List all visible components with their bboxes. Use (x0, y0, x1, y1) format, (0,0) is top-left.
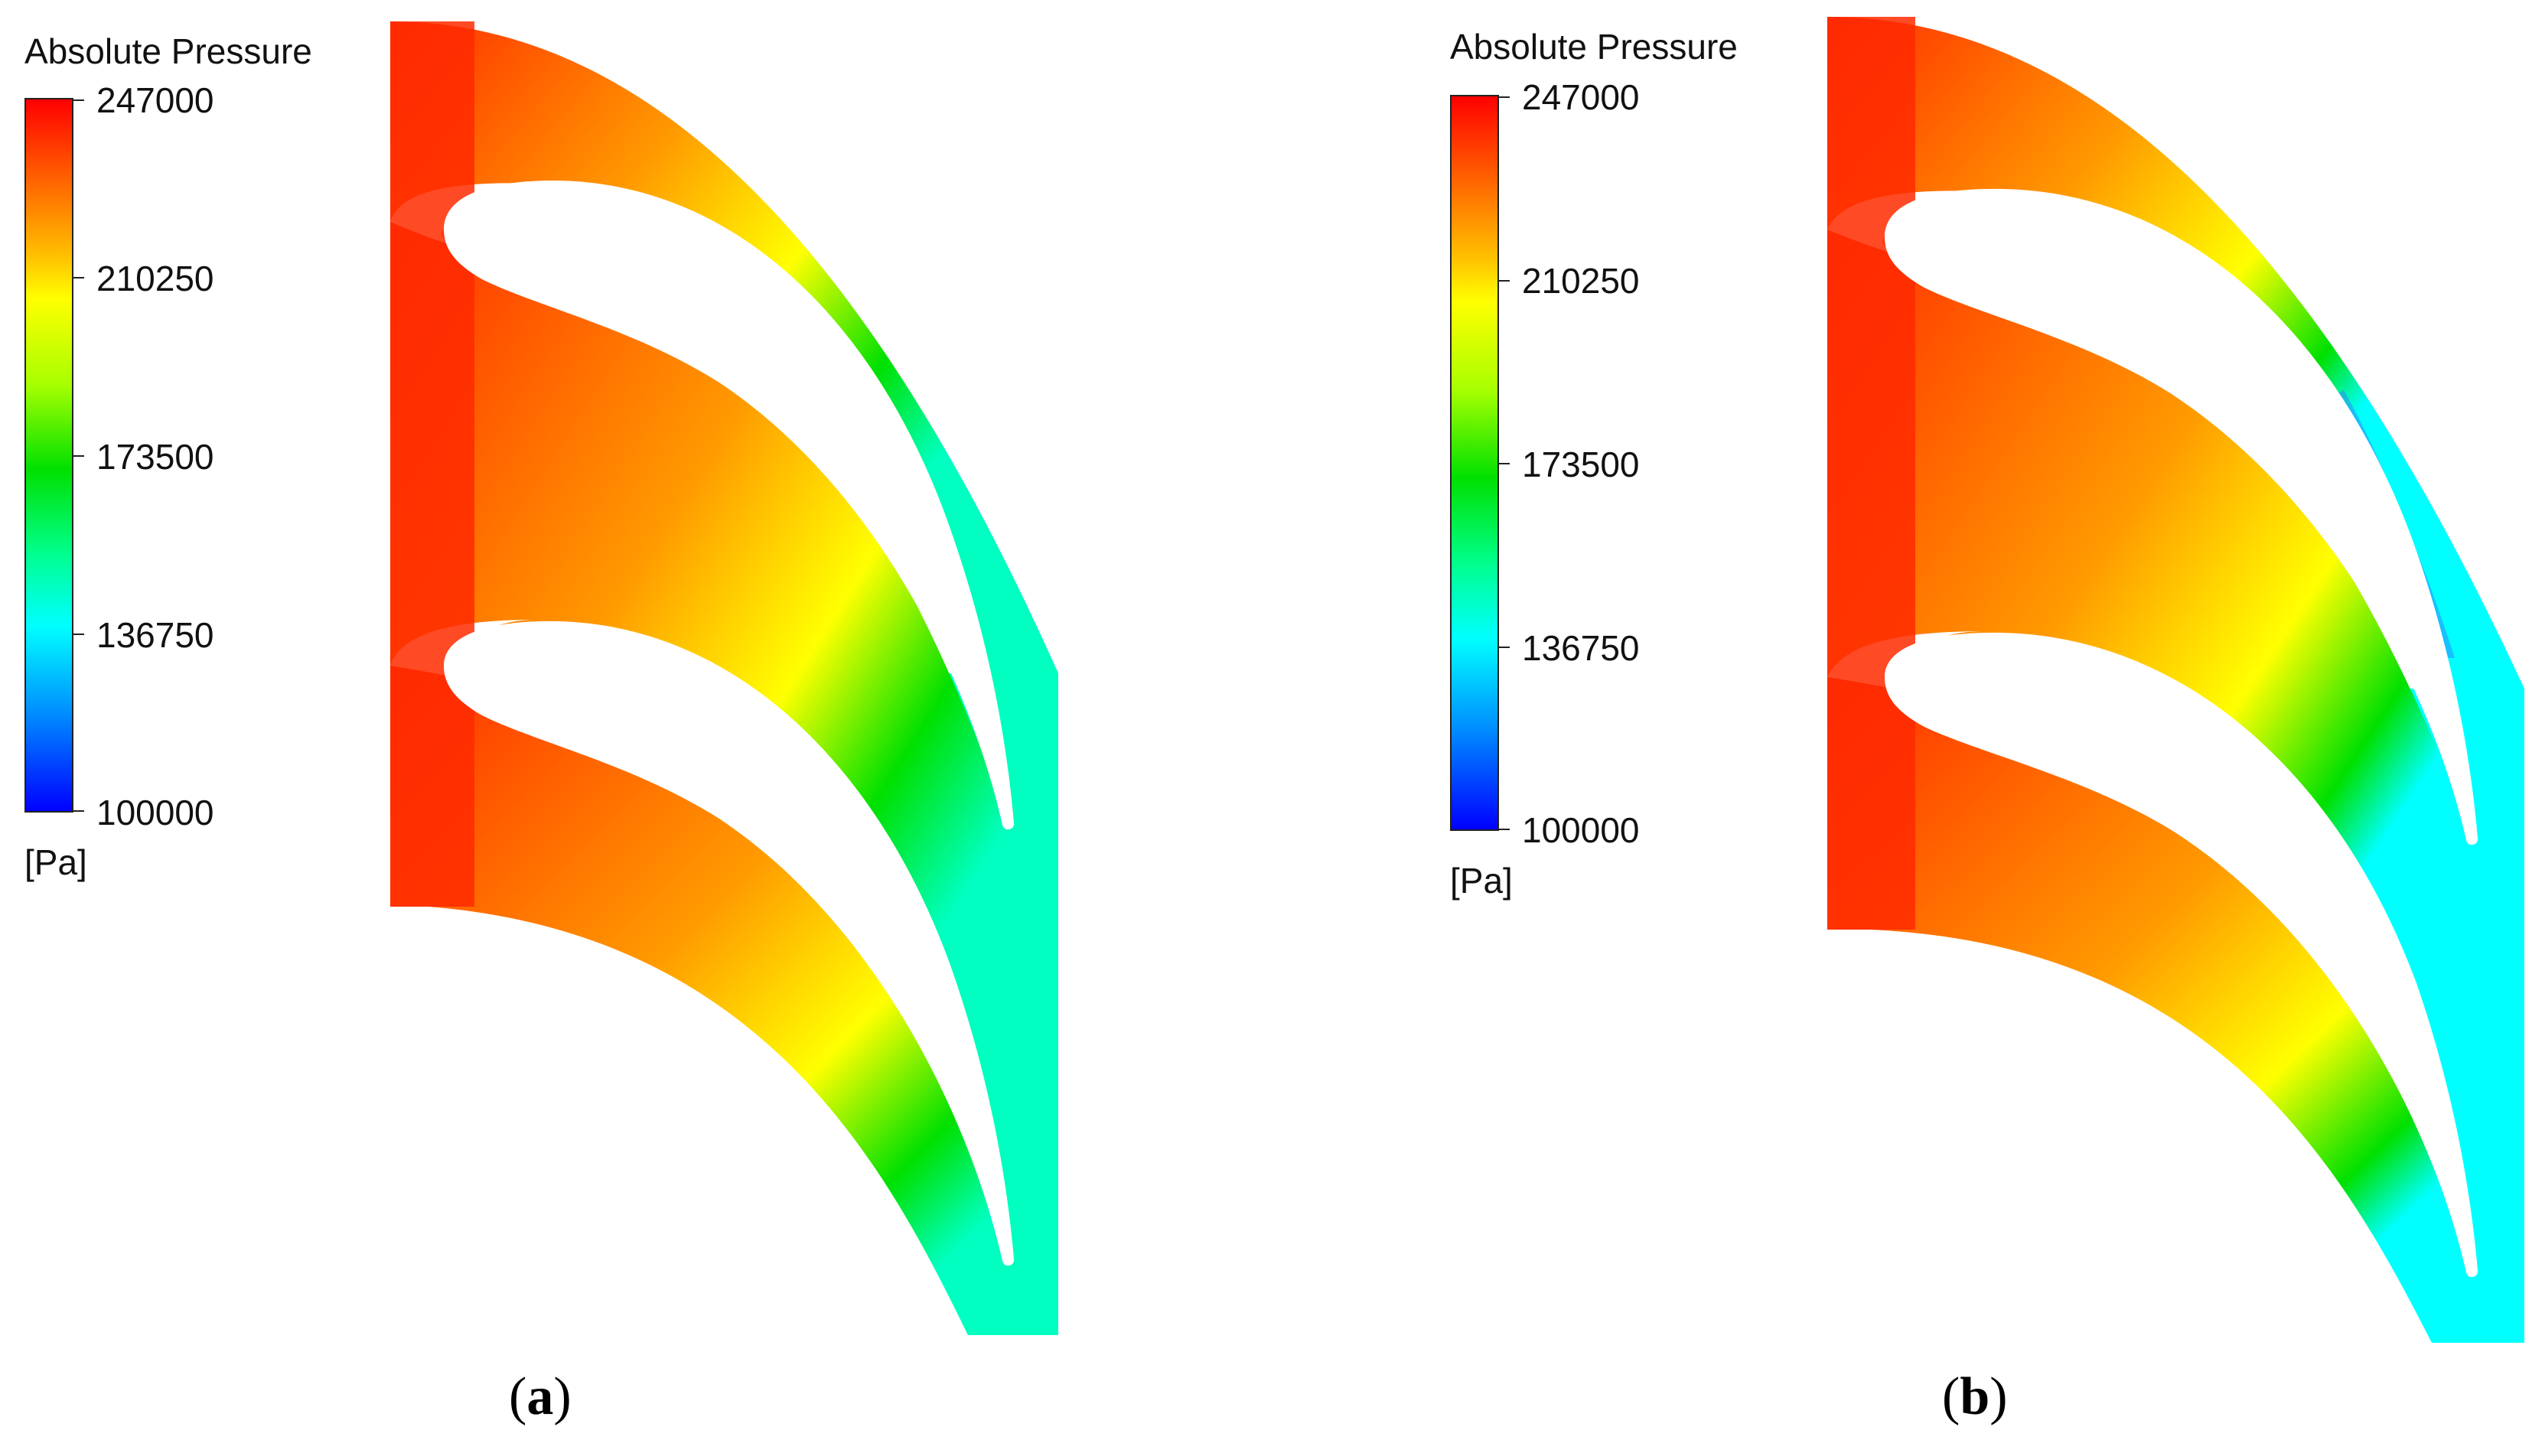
blade-upper (1885, 188, 2478, 845)
panel-b: Absolute Pressure 247000 210250 173500 1… (1272, 0, 2545, 1456)
colorbar-tick-label: 210250 (1522, 261, 1640, 301)
colorbar-tick-label: 247000 (1522, 77, 1640, 117)
caption-close: ) (1989, 1367, 2008, 1426)
colorbar (1450, 95, 1499, 831)
caption-a: (a) (509, 1366, 572, 1428)
caption-letter: a (526, 1367, 554, 1426)
colorbar-tickmark (1499, 647, 1510, 648)
legend-title: Absolute Pressure (1450, 27, 1738, 67)
legend-title: Absolute Pressure (24, 31, 312, 71)
panel-a: Absolute Pressure 247000 210250 173500 1… (0, 0, 1272, 1456)
caption-letter: b (1960, 1367, 1990, 1426)
colorbar-tickmark (73, 455, 84, 457)
bottom-passage (390, 666, 1058, 1335)
colorbar-tickmark (73, 634, 84, 635)
caption-close: ) (553, 1367, 572, 1426)
colorbar-tick-label: 247000 (96, 80, 214, 120)
colorbar-tick-label: 100000 (1522, 810, 1640, 850)
bottom-passage (1827, 677, 2524, 1343)
colorbar-tickmark (1499, 829, 1510, 830)
pressure-contour-field (390, 21, 1058, 1336)
outer-white (390, 907, 967, 1336)
colorbar-tick-label: 173500 (96, 437, 214, 477)
legend-unit: [Pa] (24, 842, 87, 882)
colorbar-tick-label: 136750 (96, 615, 214, 655)
colorbar-tickmark (73, 99, 84, 101)
colorbar-tickmark (73, 277, 84, 278)
colorbar-tickmark (73, 810, 84, 812)
blade-lower (444, 621, 1015, 1266)
colorbar-tickmark (1499, 280, 1510, 282)
blade-lower (1885, 632, 2478, 1278)
colorbar-tick-label: 136750 (1522, 628, 1640, 668)
pressure-contour-field (1827, 17, 2524, 1344)
colorbar-tick-label: 100000 (96, 793, 214, 832)
inlet-band (1827, 17, 1915, 930)
caption-b: (b) (1942, 1366, 2008, 1428)
colorbar-tickmark (1499, 463, 1510, 464)
colorbar-tick-label: 173500 (1522, 445, 1640, 484)
colorbar (24, 98, 73, 813)
colorbar-tickmark (1499, 96, 1510, 98)
colorbar-tick-label: 210250 (96, 259, 214, 298)
legend-unit: [Pa] (1450, 861, 1513, 901)
caption-open: ( (509, 1367, 527, 1426)
outer-white (1827, 930, 2431, 1344)
inlet-band (390, 21, 474, 907)
blade-upper (444, 180, 1015, 830)
caption-open: ( (1942, 1367, 1960, 1426)
